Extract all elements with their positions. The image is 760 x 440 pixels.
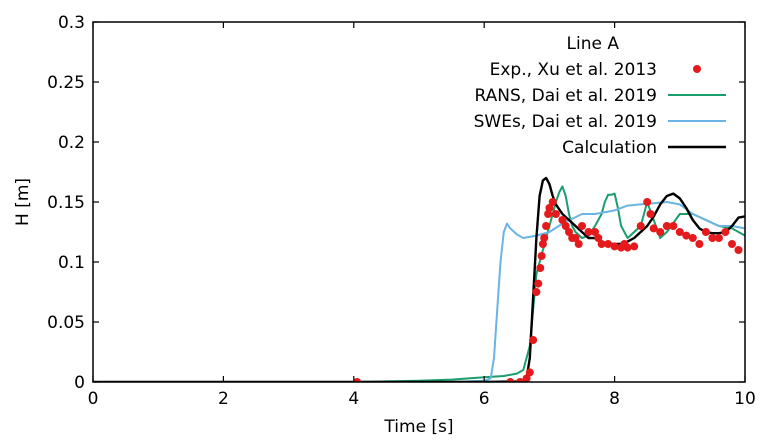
data-point: [662, 222, 671, 230]
legend: Line A Exp., Xu et al. 2013 RANS, Dai et …: [474, 34, 726, 158]
x-tick-label: 4: [348, 389, 359, 409]
x-tick-label: 6: [479, 389, 490, 409]
series-layer: [93, 176, 745, 382]
data-point: [571, 234, 580, 242]
data-point: [630, 242, 639, 251]
y-tick-label: 0.15: [47, 193, 85, 213]
data-point: [536, 264, 545, 272]
y-tick-label: 0.3: [58, 13, 85, 33]
data-point: [610, 242, 619, 251]
y-axis-title: H [m]: [13, 178, 33, 226]
legend-swatch-1: [693, 65, 701, 73]
data-point: [682, 231, 691, 240]
series-line-3: [93, 201, 745, 382]
data-point: [534, 279, 543, 288]
data-point: [643, 198, 652, 206]
x-tick-label: 2: [218, 389, 229, 409]
data-point: [578, 222, 586, 230]
data-point: [529, 336, 538, 344]
data-point: [591, 228, 599, 236]
data-point: [522, 374, 531, 382]
axes-layer: 0 2 4 6 8 10 0 0.05 0.1 0.15 0.2 0.25 0.3: [47, 13, 756, 409]
data-point: [525, 368, 534, 377]
data-point: [353, 378, 362, 382]
data-point: [701, 228, 710, 236]
data-point: [532, 288, 541, 296]
plot-area: [93, 22, 745, 382]
data-point: [542, 222, 551, 230]
data-point: [646, 210, 655, 218]
legend-label-3: SWEs, Dai et al. 2019: [474, 112, 657, 132]
data-point: [688, 234, 697, 242]
data-point: [548, 198, 557, 206]
data-point: [734, 246, 743, 254]
data-point: [649, 224, 658, 233]
data-point: [623, 243, 632, 252]
data-point: [636, 222, 645, 230]
data-point: [545, 204, 554, 212]
data-point: [538, 240, 547, 248]
x-axis-title: Time [s]: [383, 417, 453, 437]
data-point: [594, 234, 603, 242]
data-point: [669, 222, 678, 230]
data-point: [597, 240, 606, 248]
data-point: [721, 228, 730, 236]
data-point: [537, 252, 546, 260]
data-point: [558, 216, 567, 224]
data-point: [708, 234, 717, 242]
data-point: [565, 228, 573, 236]
x-tick-label: 0: [88, 389, 99, 409]
legend-title: Line A: [567, 34, 620, 54]
legend-label-2: RANS, Dai et al. 2019: [475, 86, 657, 106]
data-point: [695, 240, 704, 248]
data-point: [561, 222, 570, 230]
y-tick-label: 0.1: [58, 253, 85, 273]
data-point: [728, 240, 736, 248]
legend-label-4: Calculation: [562, 138, 657, 158]
y-tick-label: 0.25: [47, 73, 85, 93]
data-point: [516, 378, 525, 382]
data-point: [604, 240, 613, 248]
data-point: [584, 228, 593, 236]
x-tick-label: 8: [609, 389, 620, 409]
data-point: [714, 234, 723, 242]
series-markers-1: [353, 198, 743, 382]
y-tick-label: 0.05: [47, 313, 85, 333]
legend-label-1: Exp., Xu et al. 2013: [490, 60, 657, 80]
y-tick-label: 0.2: [58, 133, 85, 153]
data-point: [656, 228, 665, 236]
x-tick-label: 10: [734, 389, 756, 409]
data-point: [551, 210, 560, 218]
plot-background: [93, 22, 745, 382]
data-point: [544, 210, 553, 218]
data-point: [574, 240, 583, 248]
y-tick-label: 0: [74, 373, 85, 393]
data-point: [506, 378, 515, 382]
data-point: [540, 234, 549, 242]
data-point: [675, 228, 684, 236]
